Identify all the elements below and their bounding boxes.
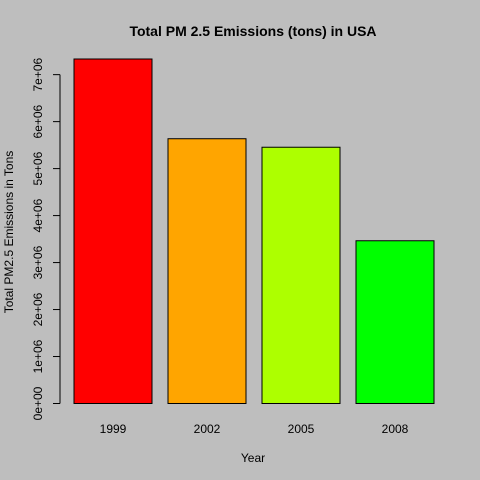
bar-2008 [355, 240, 435, 404]
bar-1999 [73, 58, 153, 404]
x-tick-label: 2005 [288, 422, 315, 436]
y-axis: 0e+00 1e+06 2e+06 3e+06 4e+06 5e+06 6e+06 7e+06 [31, 57, 61, 420]
x-tick-label: 1999 [100, 422, 127, 436]
y-tick-label: 4e+06 [31, 198, 45, 232]
x-tick-label: 2008 [382, 422, 409, 436]
y-tick-label: 7e+06 [31, 57, 45, 91]
chart-title: Total PM 2.5 Emissions (tons) in USA [129, 23, 376, 39]
y-tick-label: 1e+06 [31, 339, 45, 373]
bar-2002 [167, 138, 247, 405]
x-tick-label: 2002 [194, 422, 221, 436]
y-tick-label: 5e+06 [31, 151, 45, 185]
y-tick-label: 6e+06 [31, 104, 45, 138]
bar-2005 [261, 146, 341, 404]
x-axis-tick-labels: 1999 2002 2005 2008 [100, 422, 409, 436]
y-tick-label: 0e+00 [31, 386, 45, 420]
bars-group [73, 58, 435, 405]
x-axis-label: Year [241, 451, 265, 465]
y-tick-label: 2e+06 [31, 292, 45, 326]
y-axis-label: Total PM2.5 Emissions in Tons [2, 151, 16, 314]
y-tick-label: 3e+06 [31, 245, 45, 279]
